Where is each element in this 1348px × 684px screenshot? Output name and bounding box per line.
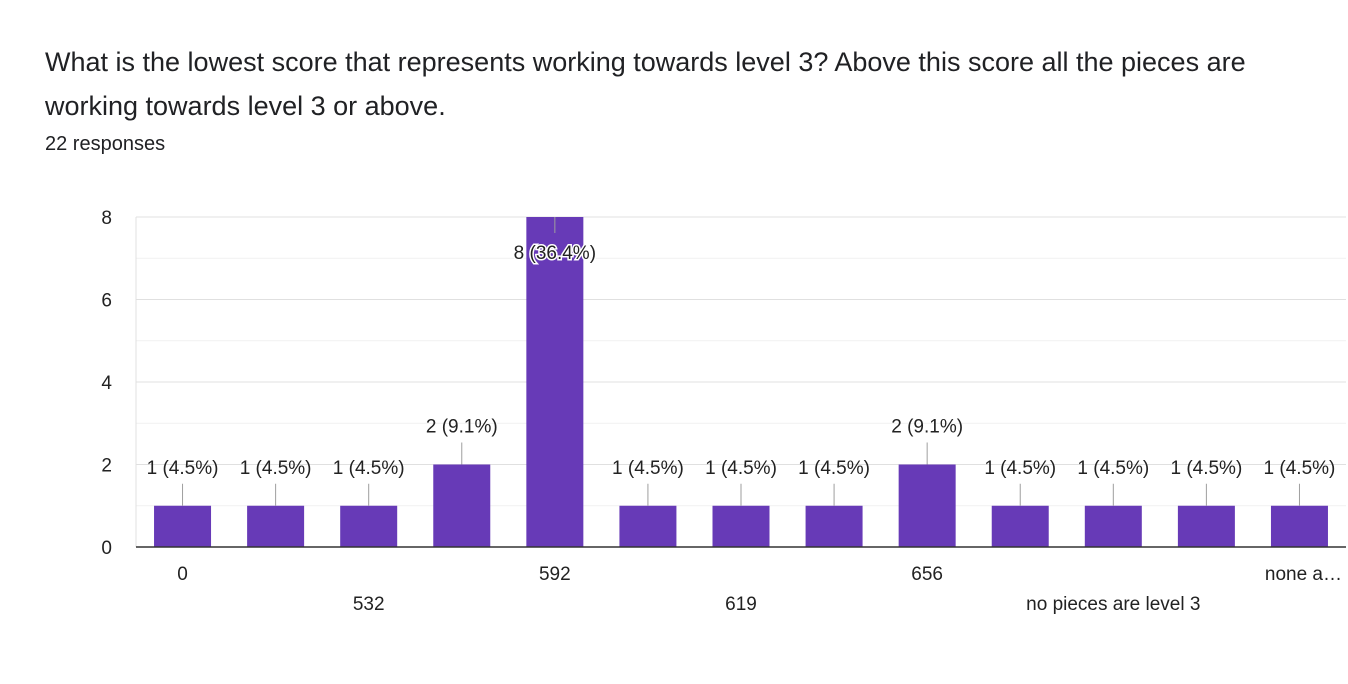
data-label: 1 (4.5%): [612, 458, 684, 479]
bar: [1177, 505, 1235, 547]
data-label: 1 (4.5%): [333, 458, 405, 479]
data-label: 1 (4.5%): [1077, 458, 1149, 479]
bar: [247, 505, 305, 547]
bar: [712, 505, 770, 547]
data-label: 2 (9.1%): [891, 417, 963, 438]
bar: [1084, 505, 1142, 547]
x-category-label: 0: [177, 564, 188, 585]
data-label: 2 (9.1%): [426, 417, 498, 438]
data-label: 1 (4.5%): [1170, 458, 1242, 479]
bar: [433, 464, 491, 547]
x-category-label: 656: [911, 564, 943, 585]
question-title: What is the lowest score that represents…: [45, 47, 1246, 121]
y-tick-label: 8: [101, 208, 112, 229]
x-category-label: 532: [353, 594, 385, 615]
y-tick-label: 4: [101, 373, 112, 394]
data-label: 1 (4.5%): [798, 458, 870, 479]
x-category-label: none a…: [1265, 564, 1342, 585]
bar: [898, 464, 956, 547]
x-category-label: 592: [539, 564, 571, 585]
data-label: 1 (4.5%): [984, 458, 1056, 479]
x-category-label: 619: [725, 594, 757, 615]
data-label: 1 (4.5%): [147, 458, 219, 479]
y-tick-label: 2: [101, 456, 112, 477]
bar: [805, 505, 863, 547]
y-tick-label: 6: [101, 291, 112, 312]
y-tick-label: 0: [101, 538, 112, 559]
bar: [619, 505, 677, 547]
bar: [340, 505, 398, 547]
bar: [526, 217, 584, 547]
data-label: 8 (36.4%): [514, 243, 596, 264]
response-count: 22 responses: [45, 133, 166, 155]
bar: [991, 505, 1049, 547]
bar: [154, 505, 212, 547]
data-label: 1 (4.5%): [1264, 458, 1336, 479]
data-label: 1 (4.5%): [240, 458, 312, 479]
x-category-label: no pieces are level 3: [1026, 594, 1200, 615]
bar: [1270, 505, 1328, 547]
data-label: 1 (4.5%): [705, 458, 777, 479]
